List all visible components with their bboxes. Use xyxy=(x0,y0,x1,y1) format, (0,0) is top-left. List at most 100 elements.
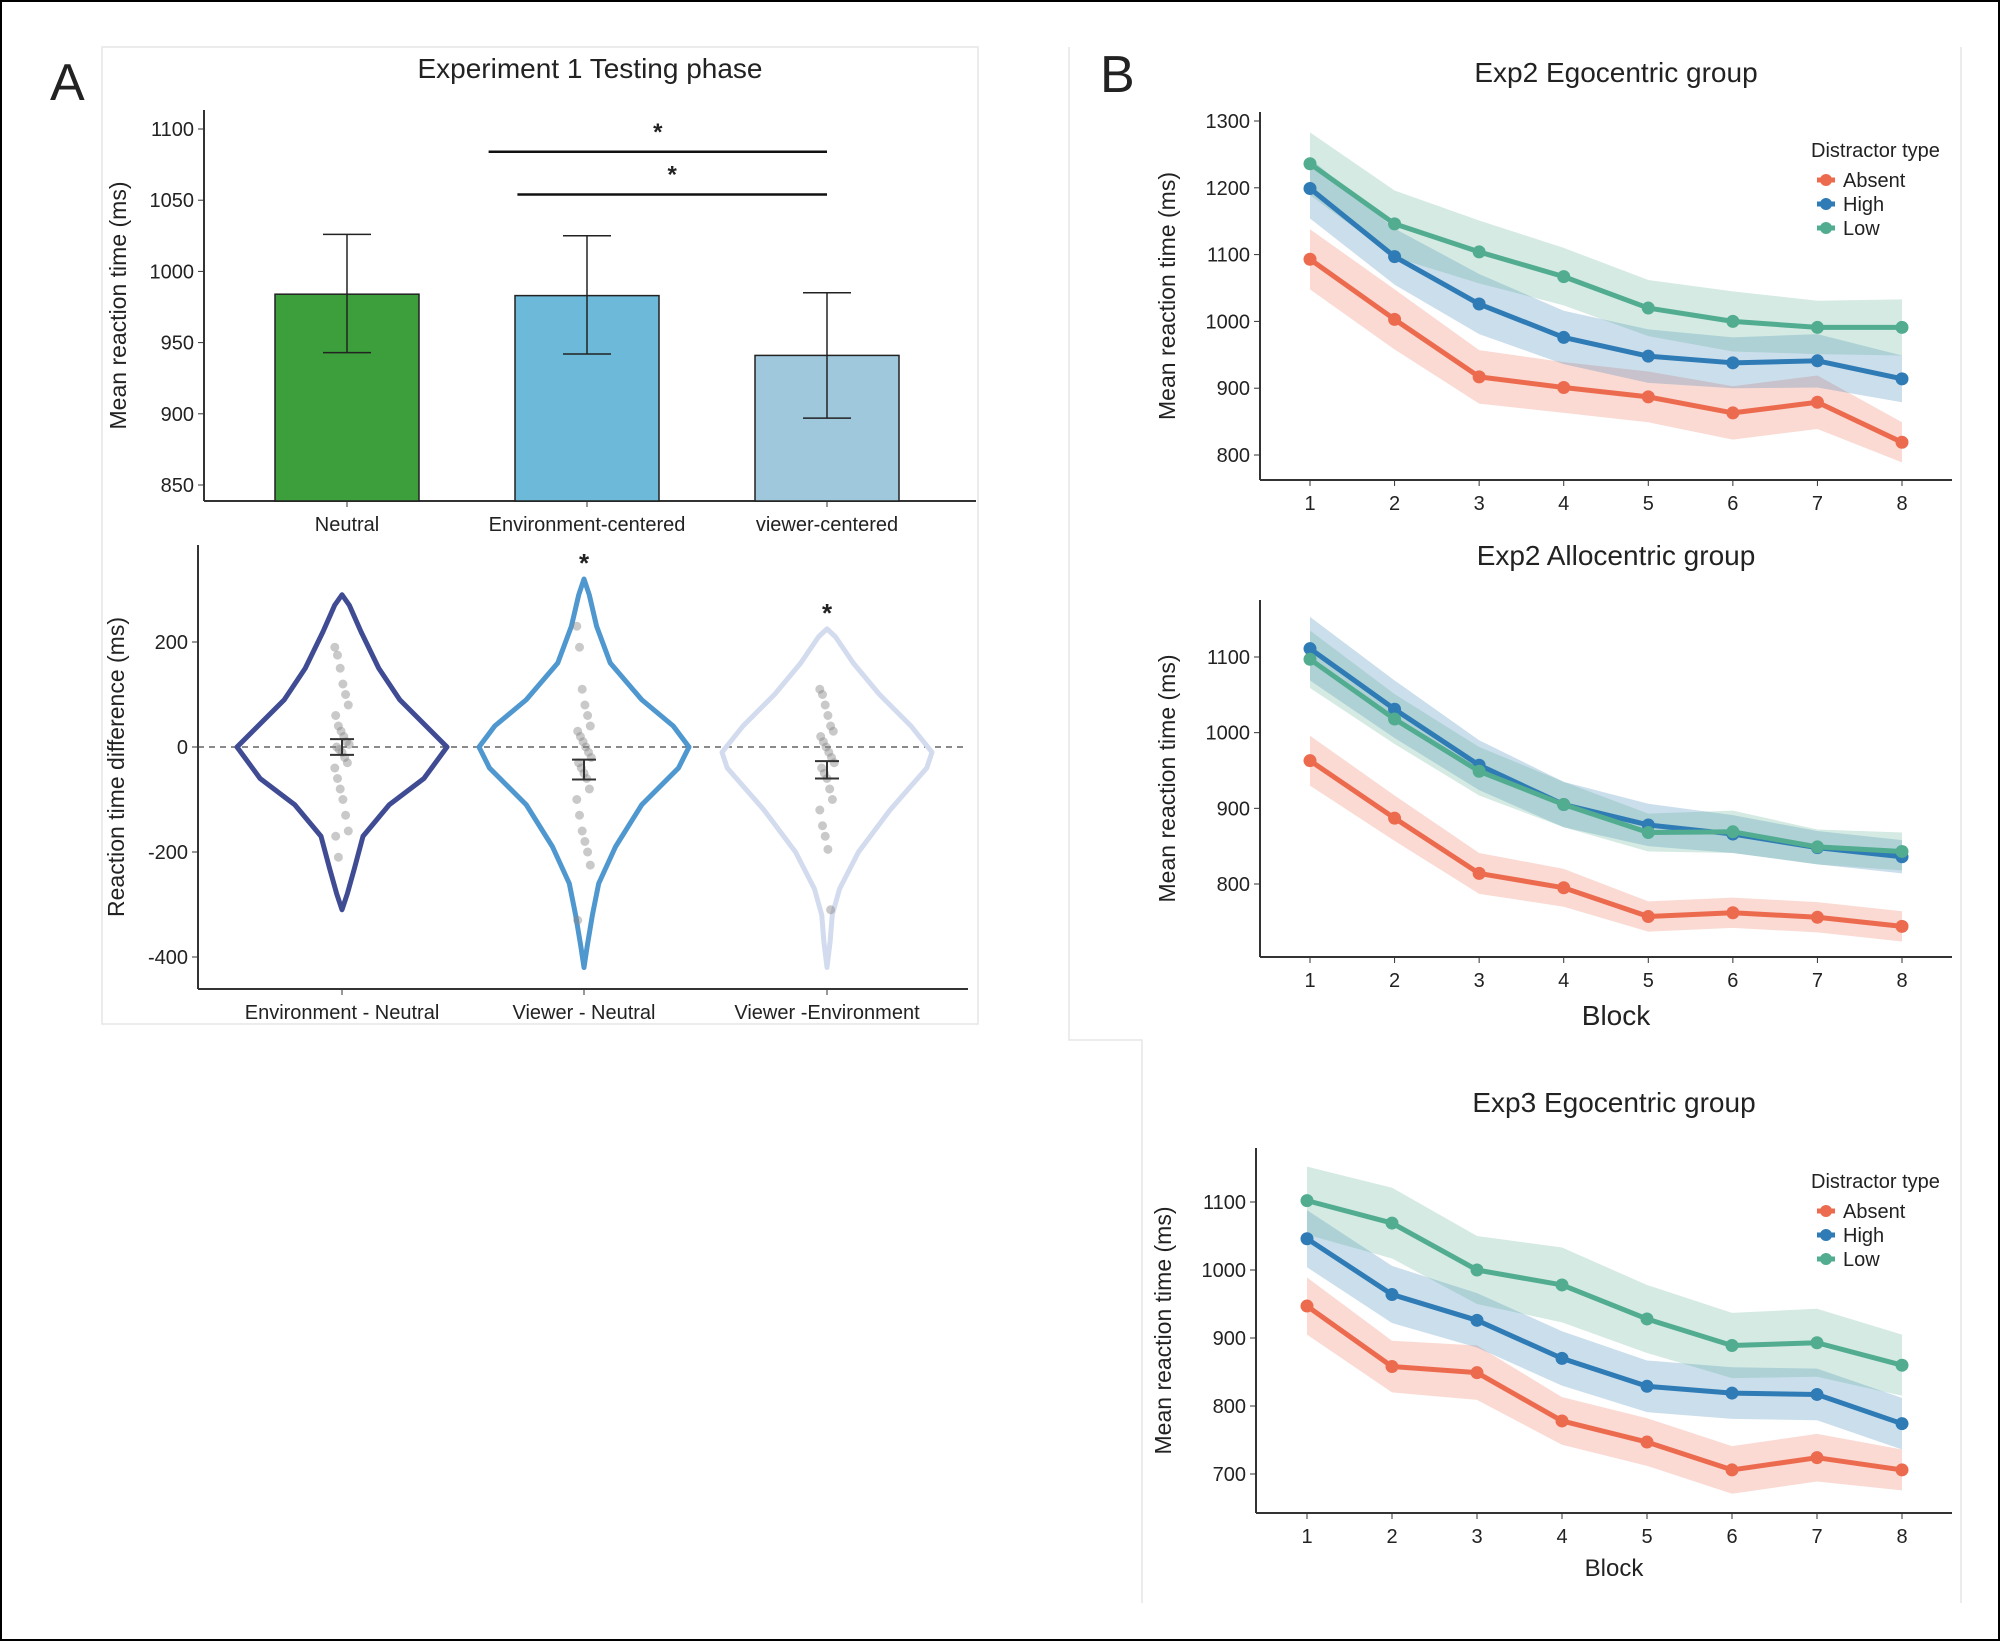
x-tick-label: 5 xyxy=(1641,1526,1652,1548)
error-bar xyxy=(563,235,611,355)
x-tick-label: Neutral xyxy=(315,514,379,536)
data-point xyxy=(333,774,342,783)
data-point-high xyxy=(1726,356,1740,370)
legend-marker xyxy=(1820,222,1832,234)
series-line-absent xyxy=(1308,257,1904,445)
data-point-low xyxy=(1641,826,1655,840)
data-point-absent xyxy=(1470,1366,1484,1380)
data-point xyxy=(572,621,582,631)
y-axis-label: Mean reaction time (ms) xyxy=(1154,655,1180,903)
data-point-low xyxy=(1303,157,1317,171)
legend-marker xyxy=(1820,174,1832,186)
data-point xyxy=(573,726,583,736)
y-axis-label: Reaction time difference (ms) xyxy=(103,617,129,917)
data-point xyxy=(575,732,585,741)
x-tick-label: 1 xyxy=(1304,970,1315,992)
error-bar xyxy=(803,292,851,419)
data-point-low xyxy=(1725,1338,1739,1352)
data-point xyxy=(827,795,837,804)
x-tick-label: 2 xyxy=(1386,1526,1397,1548)
y-tick-label: 1100 xyxy=(151,119,194,141)
legend-label: High xyxy=(1843,194,1884,216)
data-point-absent xyxy=(1557,881,1571,895)
data-point-absent xyxy=(1810,910,1824,924)
chart-title: Exp3 Egocentric group xyxy=(1472,1087,1755,1118)
data-point xyxy=(585,721,595,731)
y-axis-label: Mean reaction time (ms) xyxy=(1150,1207,1176,1455)
y-tick-label: 900 xyxy=(1217,798,1250,820)
data-point-low xyxy=(1555,1278,1569,1292)
y-tick-label: 0 xyxy=(177,737,188,759)
data-point xyxy=(577,826,587,836)
data-point xyxy=(342,758,352,768)
legend-marker xyxy=(1820,1229,1832,1241)
y-tick-label: 1100 xyxy=(1207,245,1250,267)
data-point xyxy=(826,721,836,731)
data-point-low xyxy=(1557,270,1571,284)
data-point xyxy=(823,844,833,854)
data-point xyxy=(583,711,593,720)
chart-title: Exp2 Allocentric group xyxy=(1477,540,1756,571)
data-point xyxy=(341,810,351,820)
data-point-low xyxy=(1303,652,1317,666)
data-point-low xyxy=(1472,245,1486,259)
data-point xyxy=(815,805,825,815)
x-tick-label: 8 xyxy=(1896,493,1907,515)
y-tick-label: 950 xyxy=(161,333,194,355)
data-point-low xyxy=(1300,1194,1314,1208)
legend-label: High xyxy=(1843,1225,1884,1247)
y-tick-label: 850 xyxy=(161,475,194,497)
x-tick-label: 7 xyxy=(1811,1526,1822,1548)
data-point-low xyxy=(1810,1336,1824,1350)
data-point-absent xyxy=(1303,252,1317,266)
data-point xyxy=(335,784,345,794)
x-tick-label: 1 xyxy=(1304,493,1315,515)
x-tick-label: 4 xyxy=(1558,970,1569,992)
y-tick-label: 1100 xyxy=(1207,647,1250,669)
legend-title: Distractor type xyxy=(1811,140,1940,162)
data-point-high xyxy=(1640,1379,1654,1393)
data-point xyxy=(577,684,587,694)
data-point xyxy=(820,700,830,710)
y-tick-label: 1050 xyxy=(150,190,195,212)
x-tick-label: 5 xyxy=(1643,493,1654,515)
data-point xyxy=(821,742,831,752)
legend-label: Absent xyxy=(1843,170,1906,192)
data-point xyxy=(333,650,342,660)
data-point-absent xyxy=(1640,1435,1654,1449)
data-point xyxy=(572,795,582,804)
x-tick-label: viewer-centered xyxy=(756,514,898,536)
data-point-low xyxy=(1470,1263,1484,1277)
data-point xyxy=(581,742,591,752)
data-point xyxy=(330,763,340,773)
data-point-absent xyxy=(1810,395,1824,409)
data-point-low xyxy=(1388,712,1402,726)
data-point-high xyxy=(1472,297,1486,311)
data-point-high xyxy=(1555,1351,1569,1365)
significance-star: * xyxy=(822,598,833,628)
data-point xyxy=(818,690,827,699)
data-point xyxy=(586,753,596,762)
confidence-band-low xyxy=(1307,1166,1902,1396)
data-point-low xyxy=(1388,217,1402,231)
x-tick-label: 3 xyxy=(1474,970,1485,992)
x-tick-label: 3 xyxy=(1471,1526,1482,1548)
data-point-absent xyxy=(1895,435,1909,449)
x-tick-label: 8 xyxy=(1896,1526,1907,1548)
data-point xyxy=(584,747,593,757)
x-axis-label: Block xyxy=(1582,1000,1651,1031)
data-point-low xyxy=(1895,1358,1909,1372)
data-point-absent xyxy=(1388,312,1402,326)
x-tick-label: Viewer - Neutral xyxy=(512,1002,655,1024)
panel-label-a: A xyxy=(50,54,85,112)
data-point-absent xyxy=(1555,1414,1569,1428)
panel-b-frame xyxy=(1068,47,1962,1603)
confidence-band-high xyxy=(1307,1210,1902,1450)
x-axis-label: Block xyxy=(1585,1555,1645,1582)
data-point-absent xyxy=(1725,1463,1739,1477)
y-tick-label: 900 xyxy=(1217,378,1250,400)
data-point xyxy=(827,753,836,762)
x-tick-label: 6 xyxy=(1727,970,1738,992)
y-tick-label: 800 xyxy=(1217,874,1250,896)
data-point-absent xyxy=(1557,381,1571,395)
